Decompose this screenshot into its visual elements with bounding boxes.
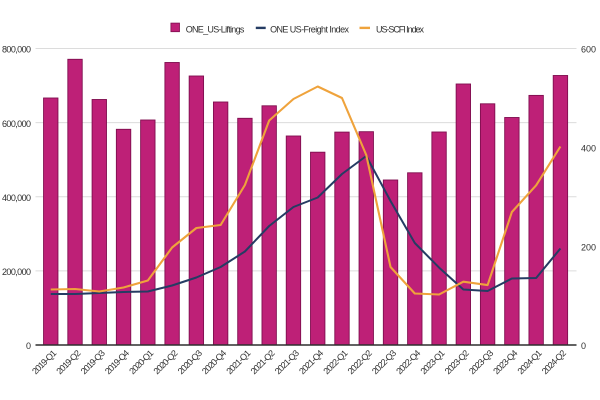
svg-text:US-SCFI Index: US-SCFI Index bbox=[376, 25, 425, 35]
svg-text:200,000: 200,000 bbox=[2, 267, 31, 277]
svg-text:600: 600 bbox=[581, 45, 596, 55]
svg-text:800,000: 800,000 bbox=[2, 45, 31, 55]
svg-text:400: 400 bbox=[581, 144, 596, 154]
svg-text:ONE_US-Liftings: ONE_US-Liftings bbox=[186, 25, 245, 35]
svg-text:400,000: 400,000 bbox=[2, 193, 31, 203]
svg-text:0: 0 bbox=[26, 341, 31, 351]
svg-text:200: 200 bbox=[581, 242, 596, 252]
svg-text:ONE US-Freight Index: ONE US-Freight Index bbox=[270, 25, 349, 35]
svg-text:0: 0 bbox=[581, 341, 586, 351]
svg-text:600,000: 600,000 bbox=[2, 119, 31, 129]
